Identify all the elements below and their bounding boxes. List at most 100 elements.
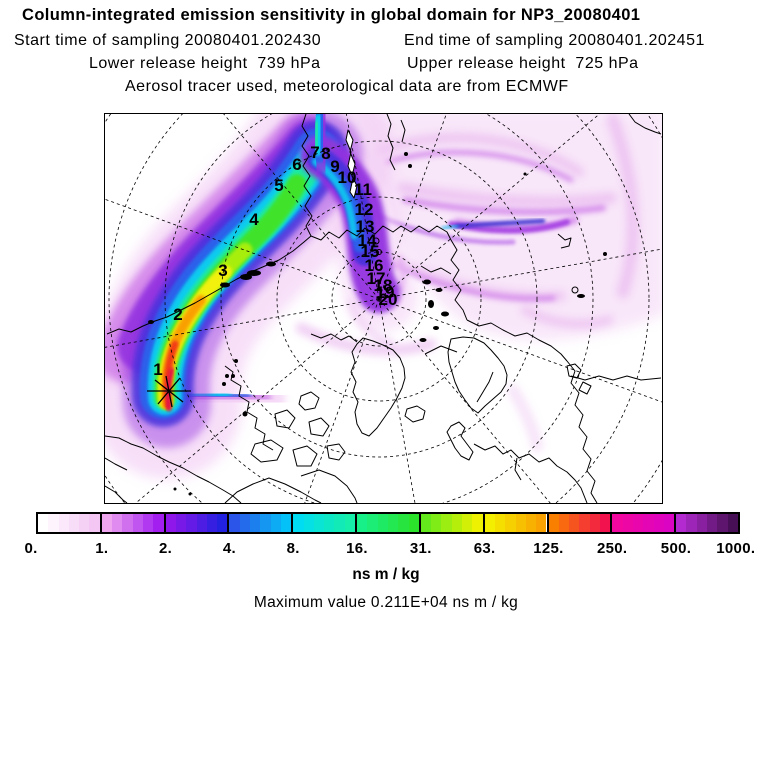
colorbar-tick-label: 16. bbox=[346, 540, 368, 557]
colorbar-cell bbox=[707, 514, 718, 532]
colorbar-cell bbox=[377, 514, 388, 532]
trajectory-day-label: 8 bbox=[321, 144, 330, 163]
colorbar-segment bbox=[101, 514, 166, 532]
colorbar-cell bbox=[293, 514, 304, 532]
colorbar-tick-label: 1. bbox=[95, 540, 109, 557]
colorbar-cell bbox=[589, 514, 600, 532]
colorbar-tick-label: 1000. bbox=[716, 540, 756, 557]
colorbar-cell bbox=[472, 514, 483, 532]
colorbar-cell bbox=[612, 514, 623, 532]
graticule bbox=[105, 114, 662, 503]
colorbar-cell bbox=[727, 514, 738, 532]
colorbar-segment bbox=[357, 514, 421, 532]
colorbar-cell bbox=[165, 514, 176, 532]
trajectory-day-label: 15 bbox=[361, 242, 380, 261]
colorbar-cell bbox=[367, 514, 378, 532]
map-panel: 1 2 3 4 5 6 7 8 9 10 11 12 13 14 15 16 17 18 19 20 bbox=[104, 113, 663, 504]
colorbar-cell bbox=[643, 514, 654, 532]
colorbar-cell bbox=[663, 514, 675, 532]
colorbar-cell bbox=[270, 514, 281, 532]
colorbar-segment bbox=[293, 514, 358, 532]
colorbar-cell bbox=[313, 514, 325, 532]
colorbar-cell bbox=[462, 514, 473, 532]
colorbar-cell bbox=[186, 514, 197, 532]
colorbar-cell bbox=[569, 514, 580, 532]
meridian-line bbox=[105, 298, 380, 348]
colorbar-segment bbox=[165, 514, 230, 532]
colorbar-cell bbox=[696, 514, 708, 532]
colorbar-cell bbox=[653, 514, 664, 532]
colorbar-segment bbox=[420, 514, 485, 532]
colorbar-segment bbox=[484, 514, 549, 532]
colorbar-cell bbox=[451, 514, 463, 532]
trajectory-day-label: 20 bbox=[379, 290, 398, 309]
colorbar-cell bbox=[334, 514, 345, 532]
colorbar-cell bbox=[515, 514, 526, 532]
trajectory-day-label: 14 bbox=[358, 231, 377, 250]
colorbar-cell bbox=[357, 514, 368, 532]
trajectory-day-label: 10 bbox=[338, 168, 357, 187]
colorbar-cell bbox=[68, 514, 80, 532]
colorbar-cell bbox=[431, 514, 442, 532]
colorbar-cell bbox=[622, 514, 633, 532]
latitude-circle bbox=[108, 114, 650, 503]
colorbar-cell bbox=[89, 514, 100, 532]
upper-release-label: Upper release height 725 hPa bbox=[407, 55, 639, 72]
meridian-line bbox=[135, 298, 380, 503]
colorbar-cell bbox=[239, 514, 251, 532]
colorbar-cell bbox=[175, 514, 187, 532]
colorbar bbox=[36, 512, 740, 534]
colorbar-tick-label: 125. bbox=[533, 540, 564, 557]
colorbar-cell bbox=[525, 514, 537, 532]
colorbar-cell bbox=[229, 514, 240, 532]
colorbar-tick-label: 31. bbox=[409, 540, 432, 557]
trajectory-day-label: 19 bbox=[376, 283, 395, 302]
colorbar-cell bbox=[344, 514, 356, 532]
meridian-line bbox=[378, 298, 551, 503]
colorbar-cell bbox=[217, 514, 228, 532]
tracer-source-label: Aerosol tracer used, meteorological data… bbox=[125, 78, 569, 95]
colorbar-cell bbox=[387, 514, 399, 532]
coastlines bbox=[105, 114, 662, 503]
meridian-line bbox=[105, 198, 380, 300]
trajectory-day-label: 6 bbox=[292, 155, 301, 174]
latitude-circle bbox=[164, 114, 594, 503]
page-title: Column-integrated emission sensitivity i… bbox=[22, 6, 641, 24]
colorbar-cell bbox=[599, 514, 611, 532]
colorbar-cell bbox=[324, 514, 335, 532]
latitude-circle bbox=[276, 196, 482, 402]
colorbar-cell bbox=[303, 514, 314, 532]
max-value-label: Maximum value 0.211E+04 ns m / kg bbox=[253, 594, 519, 611]
colorbar-cell bbox=[58, 514, 69, 532]
colorbar-cell bbox=[441, 514, 452, 532]
faint-plume-filaments bbox=[295, 114, 662, 452]
colorbar-cell bbox=[494, 514, 506, 532]
colorbar-cell bbox=[420, 514, 432, 532]
colorbar-cell bbox=[153, 514, 164, 532]
colorbar-tick-label: 500. bbox=[660, 540, 692, 557]
colorbar-cell bbox=[196, 514, 207, 532]
colorbar-tick-label: 0. bbox=[24, 540, 38, 557]
colorbar-segment bbox=[229, 514, 294, 532]
trajectory-day-label: 3 bbox=[218, 261, 227, 280]
meridian-line bbox=[378, 114, 447, 300]
colorbar-segment bbox=[38, 514, 102, 532]
colorbar-cell bbox=[505, 514, 516, 532]
colorbar-cell bbox=[398, 514, 409, 532]
colorbar-cell bbox=[122, 514, 133, 532]
meridian-line bbox=[378, 298, 416, 503]
colorbar-cell bbox=[250, 514, 261, 532]
meridian-line bbox=[378, 298, 662, 403]
trajectory-day-label: 5 bbox=[274, 176, 283, 195]
small-islands bbox=[148, 152, 607, 496]
colorbar-cell bbox=[112, 514, 123, 532]
colorbar-cell bbox=[579, 514, 590, 532]
meridian-line bbox=[378, 248, 662, 300]
colorbar-cell bbox=[38, 514, 49, 532]
colorbar-cell bbox=[206, 514, 218, 532]
colorbar-cell bbox=[260, 514, 271, 532]
colorbar-cell bbox=[717, 514, 728, 532]
